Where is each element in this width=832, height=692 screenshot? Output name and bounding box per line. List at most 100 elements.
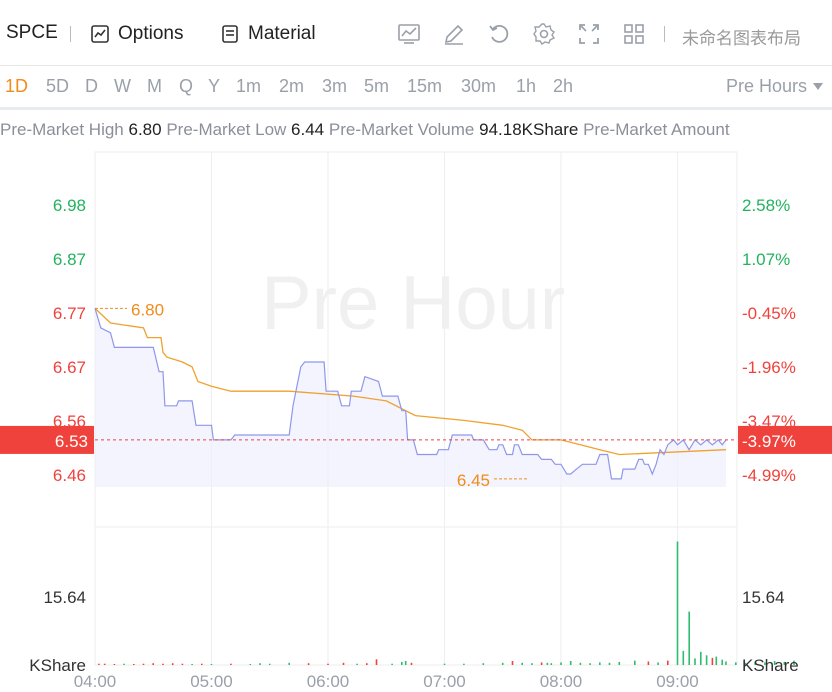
volume-bar: [366, 663, 368, 665]
volume-bar: [123, 663, 125, 665]
options-label: Options: [118, 23, 184, 44]
percent-tick-label: -0.45%: [742, 304, 796, 323]
pre-market-low-value: 6.44: [291, 120, 325, 139]
period-y[interactable]: Y: [208, 76, 221, 96]
volume-bar: [682, 650, 685, 665]
volume-bar: [152, 663, 154, 665]
percent-tick-label: 2.58%: [742, 196, 790, 215]
reset-icon[interactable]: [487, 22, 511, 46]
period-w[interactable]: W: [114, 76, 131, 96]
material-label: Material: [248, 23, 316, 44]
time-tick-label: 06:00: [307, 672, 350, 691]
period-1h[interactable]: 1h: [516, 76, 537, 96]
volume-bar: [599, 662, 601, 665]
volume-bar: [735, 662, 737, 665]
volume-bar: [579, 662, 582, 665]
price-chart[interactable]: Pre Hour6.986.876.776.676.566.462.58%1.0…: [0, 142, 832, 692]
material-button[interactable]: Material: [220, 20, 316, 48]
volume-bar: [401, 661, 403, 665]
volume-bar: [103, 663, 106, 665]
period-3m[interactable]: 3m: [322, 76, 348, 96]
fullscreen-icon[interactable]: [577, 22, 601, 46]
volume-bar: [540, 662, 543, 665]
toolbar-divider: [70, 26, 71, 42]
session-select[interactable]: Pre Hours: [726, 76, 824, 97]
volume-bar: [744, 662, 747, 665]
volume-bar: [721, 659, 723, 665]
options-button[interactable]: Options: [90, 20, 183, 48]
pre-market-high-label: Pre-Market High: [0, 120, 124, 139]
period-bar: Pre Hours 1D 5D D W M Q Y 1m 2m 3m 5m 15m 30m 1h 2h: [0, 66, 832, 110]
time-tick-label: 05:00: [190, 672, 233, 691]
chart-options-icon: [91, 25, 109, 43]
high-marker-label: 6.80: [131, 300, 164, 319]
volume-bar: [711, 657, 714, 665]
volume-bar: [560, 662, 562, 665]
volume-bar: [705, 655, 708, 665]
period-30m[interactable]: 30m: [461, 76, 497, 96]
layout-name[interactable]: 未命名图表布局: [682, 29, 801, 48]
volume-bar: [259, 663, 261, 665]
period-d[interactable]: D: [85, 76, 98, 96]
volume-bar: [725, 661, 727, 665]
volume-bar: [288, 662, 290, 665]
volume-bar: [142, 663, 145, 665]
price-line: [94, 308, 727, 480]
period-1m[interactable]: 1m: [236, 76, 262, 96]
volume-bar: [511, 661, 514, 665]
volume-bar: [230, 663, 232, 665]
volume-bar: [667, 660, 669, 665]
volume-bar: [608, 662, 611, 665]
pre-market-volume-label: Pre-Market Volume: [328, 120, 475, 139]
volume-bar: [268, 663, 271, 665]
period-q[interactable]: Q: [179, 76, 194, 96]
current-price-label: 6.53: [55, 432, 88, 451]
volume-bar: [463, 663, 465, 665]
indicator-icon[interactable]: [397, 22, 421, 46]
volume-bar: [569, 661, 572, 665]
pre-market-high-value: 6.80: [128, 120, 162, 139]
volume-bar: [162, 663, 164, 665]
symbol-label[interactable]: SPCE: [6, 22, 58, 43]
volume-bar: [754, 661, 756, 665]
draw-icon[interactable]: [442, 22, 466, 46]
volume-bar: [201, 663, 203, 665]
period-15m[interactable]: 15m: [407, 76, 443, 96]
volume-bar: [391, 663, 393, 665]
watermark: Pre Hour: [261, 261, 565, 346]
volume-bar: [688, 611, 690, 665]
volume-bar: [634, 660, 636, 665]
period-m[interactable]: M: [147, 76, 162, 96]
volume-bar: [676, 541, 679, 665]
pre-market-amount-label: Pre-Market Amount: [583, 120, 730, 139]
volume-bar: [793, 660, 795, 665]
period-5d[interactable]: 5D: [46, 76, 70, 96]
volume-bar: [764, 662, 766, 665]
low-marker-label: 6.45: [457, 471, 490, 490]
volume-bar: [171, 663, 174, 665]
toolbar: SPCE Options Material: [0, 0, 832, 66]
period-2m[interactable]: 2m: [279, 76, 305, 96]
settings-icon[interactable]: [532, 22, 556, 46]
volume-bar: [443, 663, 446, 665]
volume-bar: [700, 651, 702, 665]
volume-bar: [715, 656, 718, 665]
volume-tick-right: 15.64: [742, 588, 785, 607]
volume-bar: [356, 663, 358, 665]
volume-bar: [694, 658, 696, 665]
layout-grid-icon[interactable]: [622, 22, 646, 46]
time-tick-label: 09:00: [656, 672, 699, 691]
volume-bar: [404, 661, 407, 665]
pre-market-stats: Pre-Market High 6.80 Pre-Market Low 6.44…: [0, 120, 832, 142]
volume-unit-right: KShare: [742, 656, 799, 675]
period-5m[interactable]: 5m: [364, 76, 390, 96]
period-2h[interactable]: 2h: [553, 76, 574, 96]
price-tick-label: 6.98: [53, 196, 86, 215]
session-label: Pre Hours: [725, 76, 807, 96]
price-tick-label: 6.77: [53, 304, 86, 323]
volume-bar: [501, 662, 504, 665]
percent-tick-label: -1.96%: [742, 358, 796, 377]
period-1d[interactable]: 1D: [5, 76, 29, 96]
current-percent-badge: [738, 425, 832, 454]
pre-market-low-label: Pre-Market Low: [166, 120, 287, 139]
